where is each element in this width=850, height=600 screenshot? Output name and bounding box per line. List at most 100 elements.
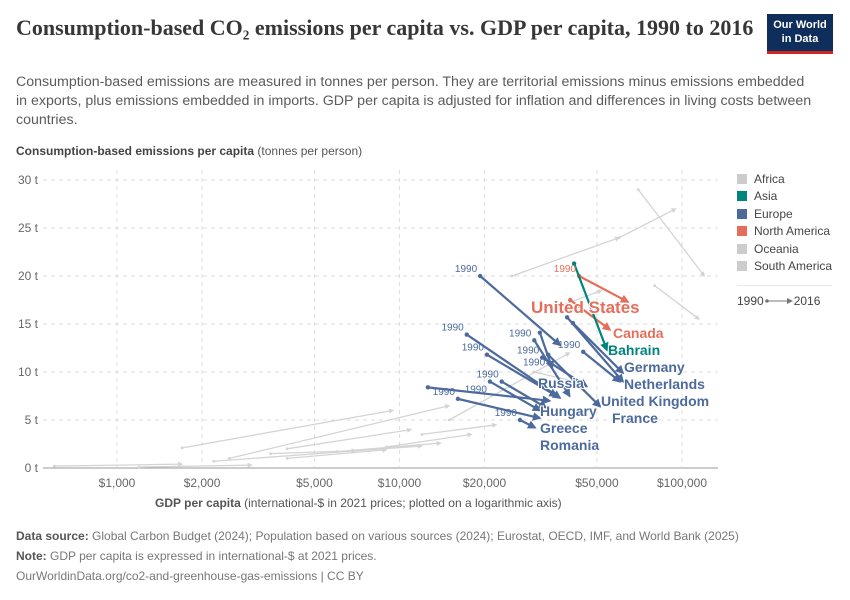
start-year-label: 1990: [509, 328, 532, 339]
y-tick-label: 5 t: [25, 413, 39, 427]
series-arrow: [637, 189, 706, 277]
x-tick-label: $2,000: [184, 476, 221, 490]
start-year-label: 1990: [495, 408, 518, 419]
source-url[interactable]: OurWorldinData.org/co2-and-greenhouse-ga…: [16, 569, 364, 583]
series-arrow: [654, 285, 700, 320]
legend-swatch: [737, 208, 747, 219]
y-tick-label: 25 t: [18, 221, 39, 235]
series-arrow: [619, 208, 677, 239]
series-label: Canada: [613, 325, 664, 341]
start-year-label: 1990: [558, 340, 581, 351]
series-label: Greece: [540, 420, 588, 436]
series-arrow: [489, 380, 542, 412]
x-tick-label: $20,000: [463, 476, 507, 490]
series-arrow: [534, 371, 577, 384]
legend-swatch: [737, 191, 747, 202]
start-year-label: 1990: [465, 385, 488, 396]
legend: Africa Asia Europe North America Oceania Sout…: [737, 170, 832, 308]
series-arrow: [572, 322, 625, 375]
y-tick-label: 0 t: [25, 461, 39, 475]
series-arrow: [582, 350, 622, 383]
legend-end-year: 2016: [793, 294, 821, 308]
legend-swatch: [737, 226, 747, 237]
series-arrow: [286, 427, 413, 450]
series-arrow: [573, 263, 609, 352]
legend-divider: [737, 285, 832, 286]
legend-start-year: 1990: [737, 294, 764, 308]
note-text: GDP per capita is expressed in internati…: [46, 549, 377, 563]
legend-item[interactable]: Europe: [737, 205, 832, 223]
y-tick-label: 20 t: [18, 269, 39, 283]
chart-subtitle: Consumption-based emissions are measured…: [16, 74, 812, 128]
note: Note: GDP per capita is expressed in int…: [16, 549, 377, 563]
x-tick-label: $50,000: [575, 476, 619, 490]
series-arrow: [181, 408, 395, 449]
legend-time-key: 1990 2016: [737, 294, 832, 308]
start-year-label: 1990: [523, 358, 546, 369]
series-arrow: [386, 432, 473, 448]
series-label: Bahrain: [608, 342, 660, 358]
legend-label: Europe: [754, 206, 793, 221]
start-year-label: 1990: [441, 323, 464, 334]
legend-item[interactable]: Asia: [737, 188, 832, 206]
note-label: Note:: [16, 549, 47, 563]
legend-swatch: [737, 173, 747, 184]
start-year-label: 1990: [462, 343, 485, 354]
legend-label: Asia: [754, 189, 778, 204]
series-label: Russia: [538, 375, 584, 391]
y-tick-label: 10 t: [18, 365, 39, 379]
series-arrow: [578, 275, 630, 303]
series-arrow: [466, 333, 562, 399]
series-arrow: [336, 440, 442, 453]
series-label: United Kingdom: [601, 393, 709, 409]
series-arrow: [287, 447, 388, 460]
arrow-icon: [764, 298, 793, 304]
series-arrow: [547, 353, 602, 408]
series-arrow: [457, 397, 542, 421]
series-arrow: [519, 419, 537, 429]
owid-logo[interactable]: Our World in Data: [767, 14, 833, 54]
series-arrow: [229, 404, 451, 460]
series-arrow: [213, 443, 423, 462]
legend-item[interactable]: North America: [737, 223, 832, 241]
source-text: Global Carbon Budget (2024); Population …: [88, 529, 739, 543]
y-tick-label: 30 t: [18, 173, 39, 187]
start-year-label: 1990: [517, 346, 540, 357]
start-year-label: 1990: [476, 370, 499, 381]
y-axis-label: Consumption-based emissions per capita (…: [16, 144, 362, 158]
series-label: France: [612, 410, 658, 426]
series-arrow: [569, 299, 612, 331]
data-source: Data source: Global Carbon Budget (2024)…: [16, 529, 739, 543]
y-tick-label: 15 t: [18, 317, 39, 331]
legend-item[interactable]: Oceania: [737, 240, 832, 258]
series-label: Germany: [624, 359, 685, 375]
x-axis-label-unit: (international-$ in 2021 prices; plotted…: [240, 496, 562, 510]
series-label: United States: [531, 298, 640, 317]
series-arrow: [139, 462, 253, 468]
legend-label: South America: [754, 259, 833, 274]
series-arrow: [511, 236, 621, 277]
series-arrow: [538, 332, 555, 370]
start-year-label: 1990: [455, 264, 478, 275]
series-label: Netherlands: [624, 376, 705, 392]
series-arrow: [486, 353, 559, 397]
legend-label: North America: [754, 224, 831, 239]
legend-item[interactable]: Africa: [737, 170, 832, 188]
y-axis-label-bold: Consumption-based emissions per capita: [16, 144, 255, 158]
series-arrow: [563, 289, 603, 306]
legend-item[interactable]: South America: [737, 258, 832, 276]
series-arrow: [566, 316, 625, 383]
series-label: Hungary: [540, 403, 597, 419]
x-axis-label-bold: GDP per capita: [155, 496, 241, 510]
x-tick-label: $10,000: [378, 476, 422, 490]
legend-label: Oceania: [754, 241, 799, 256]
y-axis-label-unit: (tonnes per person): [254, 144, 363, 158]
series-label: Romania: [540, 437, 599, 453]
series-arrow: [479, 275, 562, 347]
source-label: Data source:: [16, 529, 89, 543]
x-tick-label: $5,000: [296, 476, 333, 490]
x-tick-label: $100,000: [657, 476, 707, 490]
legend-swatch: [737, 243, 747, 254]
start-year-label: 1990: [433, 387, 456, 398]
